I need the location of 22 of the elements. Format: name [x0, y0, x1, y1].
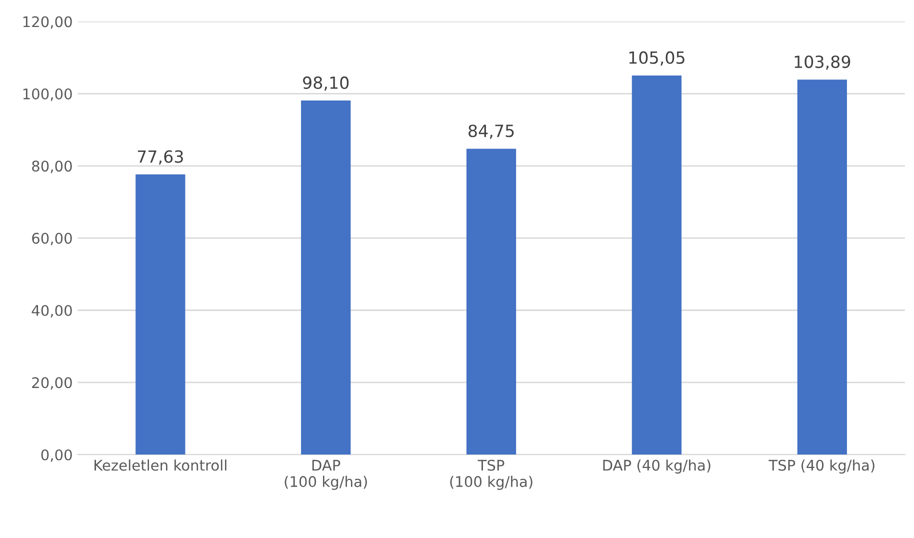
data-label: 105,05 — [629, 51, 684, 66]
bar — [797, 80, 847, 455]
bar — [632, 75, 682, 455]
x-tick-label: Kezeletlen kontroll — [94, 459, 226, 471]
data-label: 84,75 — [468, 124, 514, 139]
bar — [136, 174, 186, 455]
data-label: 98,10 — [303, 76, 349, 91]
y-tick-label: 60,00 — [32, 232, 72, 246]
y-tick-label: 80,00 — [32, 160, 72, 174]
x-tick-label: DAP (100 kg/ha) — [284, 460, 367, 490]
x-tick-label: DAP (40 kg/ha) — [603, 459, 710, 474]
data-label: 103,89 — [794, 55, 850, 70]
x-tick-label: TSP (100 kg/ha) — [450, 460, 532, 490]
y-tick-label: 120,00 — [23, 16, 72, 29]
y-tick-label: 0,00 — [41, 449, 72, 462]
y-tick-label: 40,00 — [32, 304, 72, 318]
y-tick-label: 20,00 — [32, 377, 72, 390]
data-label: 77,63 — [138, 150, 183, 165]
y-tick-label: 100,00 — [23, 88, 72, 101]
bar — [466, 148, 516, 455]
x-tick-label: TSP (40 kg/ha) — [768, 459, 874, 474]
bar — [301, 100, 351, 455]
